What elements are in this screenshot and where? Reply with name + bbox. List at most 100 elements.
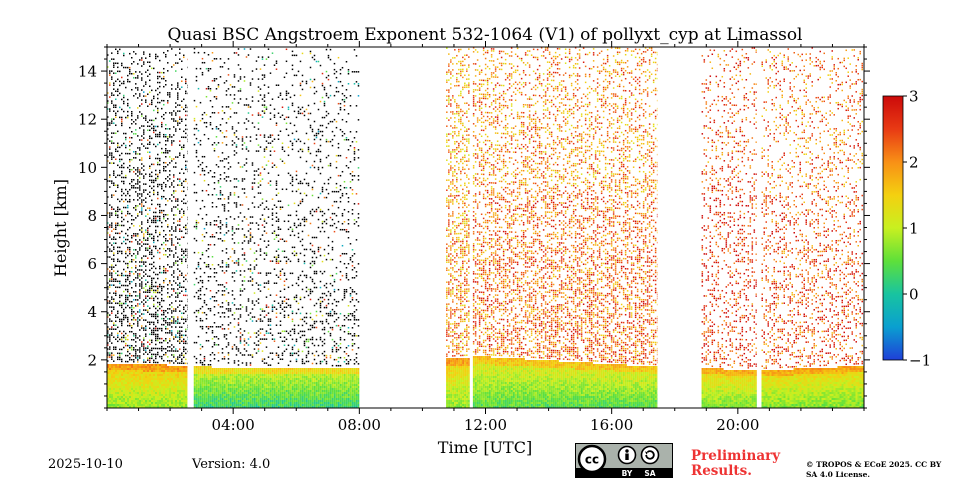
heatmap-cell: [217, 326, 220, 328]
heatmap-cell: [263, 282, 266, 284]
heatmap-cell: [115, 98, 117, 101]
heatmap-cell: [139, 105, 141, 107]
heatmap-cell: [213, 396, 216, 398]
heatmap-cell: [123, 100, 125, 103]
heatmap-cell: [201, 392, 204, 394]
heatmap-cell: [157, 394, 159, 396]
heatmap-cell: [241, 402, 244, 404]
heatmap-cell: [273, 396, 276, 398]
heatmap-cell: [135, 265, 137, 267]
heatmap-cell: [283, 162, 286, 165]
heatmap-cell: [235, 378, 238, 380]
heatmap-cell: [275, 220, 278, 222]
heatmap-cell: [175, 252, 177, 254]
heatmap-cell: [121, 378, 123, 380]
heatmap-cell: [243, 330, 246, 332]
heatmap-cell: [169, 384, 171, 386]
heatmap-cell: [213, 188, 216, 190]
heatmap-cell: [153, 315, 155, 318]
heatmap-cell: [197, 366, 200, 368]
heatmap-cell: [169, 128, 171, 130]
heatmap-cell: [109, 74, 111, 76]
heatmap-cell: [209, 353, 212, 356]
heatmap-cell: [257, 390, 260, 392]
heatmap-cell: [121, 164, 123, 167]
heatmap-cell: [173, 354, 175, 356]
heatmap-cell: [113, 72, 115, 74]
heatmap-cell: [107, 134, 109, 136]
heatmap-cell: [143, 261, 145, 263]
heatmap-cell: [111, 180, 113, 182]
heatmap-cell: [283, 402, 286, 404]
heatmap-cell: [179, 392, 181, 394]
heatmap-cell: [107, 392, 109, 394]
heatmap-cell: [151, 315, 153, 318]
heatmap-cell: [181, 358, 183, 360]
heatmap-cell: [145, 209, 147, 211]
heatmap-cell: [201, 155, 204, 158]
heatmap-cell: [287, 376, 290, 378]
heatmap-cell: [213, 368, 216, 370]
heatmap-cell: [225, 122, 228, 124]
heatmap-cell: [283, 330, 286, 333]
heatmap-cell: [143, 125, 145, 127]
heatmap-cell: [123, 200, 125, 203]
heatmap-cell: [239, 390, 242, 392]
heatmap-cell: [235, 368, 238, 370]
heatmap-cell: [219, 398, 222, 400]
heatmap-cell: [173, 192, 175, 194]
heatmap-cell: [125, 390, 127, 392]
heatmap-cell: [233, 380, 236, 382]
heatmap-cell: [177, 372, 179, 374]
heatmap-cell: [197, 251, 200, 254]
heatmap-cell: [121, 188, 123, 191]
heatmap-cell: [215, 378, 218, 380]
heatmap-cell: [237, 264, 240, 266]
heatmap-cell: [255, 372, 258, 374]
heatmap-cell: [285, 302, 288, 305]
heatmap-cell: [109, 292, 111, 294]
heatmap-cell: [107, 196, 109, 198]
heatmap-cell: [283, 372, 286, 374]
heatmap-cell: [201, 57, 204, 60]
heatmap-cell: [183, 154, 185, 157]
heatmap-cell: [111, 122, 113, 124]
heatmap-cell: [131, 388, 133, 390]
heatmap-cell: [237, 364, 240, 366]
heatmap-cell: [135, 271, 137, 273]
heatmap-cell: [211, 264, 214, 266]
heatmap-cell: [169, 92, 171, 94]
heatmap-cell: [273, 108, 276, 110]
heatmap-cell: [139, 279, 141, 281]
heatmap-cell: [255, 384, 258, 386]
heatmap-cell: [267, 282, 270, 284]
heatmap-cell: [139, 406, 141, 408]
heatmap-cell: [135, 357, 137, 359]
heatmap-cell: [177, 378, 179, 380]
heatmap-cell: [211, 400, 214, 402]
heatmap-cell: [181, 390, 183, 392]
heatmap-cell: [135, 191, 137, 193]
heatmap-cell: [157, 251, 159, 254]
heatmap-cell: [265, 200, 268, 202]
heatmap-cell: [195, 366, 198, 368]
heatmap-cell: [143, 275, 145, 277]
heatmap-cell: [205, 406, 208, 408]
heatmap-cell: [149, 155, 151, 158]
heatmap-cell: [179, 334, 181, 336]
heatmap-cell: [175, 248, 177, 250]
heatmap-cell: [215, 398, 218, 400]
heatmap-cell: [117, 130, 119, 133]
heatmap-cell: [237, 396, 240, 398]
heatmap-cell: [123, 52, 125, 55]
heatmap-cell: [185, 166, 187, 169]
heatmap-cell: [109, 396, 111, 398]
heatmap-cell: [281, 146, 284, 149]
heatmap-cell: [211, 80, 214, 82]
heatmap-cell: [109, 84, 111, 86]
heatmap-cell: [121, 176, 123, 179]
heatmap-cell: [229, 376, 232, 378]
heatmap-cell: [137, 390, 139, 392]
heatmap-cell: [201, 396, 204, 398]
heatmap-cell: [249, 336, 252, 338]
